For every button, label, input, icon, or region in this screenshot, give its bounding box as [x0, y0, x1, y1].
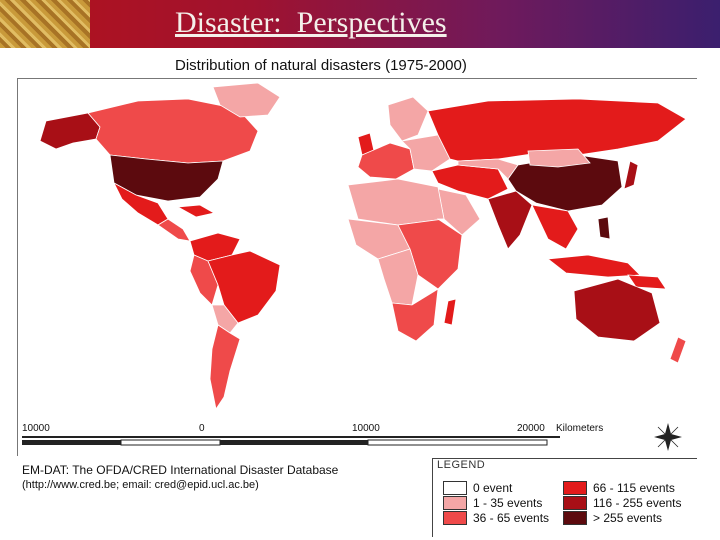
map-region-mongolia	[527, 148, 591, 168]
legend-item: > 255 events	[563, 511, 662, 525]
map-region-india	[487, 190, 533, 250]
map-title: Distribution of natural disasters (1975-…	[175, 57, 467, 74]
map-region-japan	[623, 160, 639, 190]
map-region-central-america	[157, 218, 191, 242]
scale-label-left: 10000	[22, 423, 50, 434]
map-region-greenland	[212, 82, 281, 118]
legend-swatch	[563, 481, 587, 495]
legend-label: 36 - 65 events	[473, 511, 550, 525]
source-credit: EM-DAT: The OFDA/CRED International Disa…	[22, 463, 339, 477]
legend-item: 66 - 115 events	[563, 481, 675, 495]
legend-title: LEGEND	[437, 459, 486, 471]
map-region-southern-africa	[391, 288, 439, 342]
legend-label: 1 - 35 events	[473, 496, 543, 510]
legend-label: 66 - 115 events	[593, 481, 675, 495]
map-region-argentina-chile	[209, 324, 241, 411]
scale-unit-label: Kilometers	[556, 423, 604, 434]
map-region-indonesia	[546, 254, 641, 278]
map-region-philippines	[597, 216, 611, 240]
legend-item: 36 - 65 events	[443, 511, 549, 525]
legend-item: 0 event	[443, 481, 512, 495]
map-region-new-zealand	[669, 336, 687, 364]
map-region-china	[507, 154, 623, 212]
map-region-australia	[573, 278, 661, 342]
scale-label-zero: 0	[199, 423, 205, 434]
slide-title: Disaster: Perspectives	[175, 6, 447, 39]
map-region-southeast-asia	[531, 204, 579, 250]
legend-swatch	[563, 496, 587, 510]
map-region-brazil	[207, 250, 281, 324]
scale-label-mid: 10000	[352, 423, 380, 434]
map-region-russia	[427, 98, 687, 162]
legend-item: 1 - 35 events	[443, 496, 542, 510]
map-region-alaska	[39, 112, 101, 150]
legend-swatch	[443, 496, 467, 510]
map-legend: LEGEND 0 event 1 - 35 events 36 - 65 eve…	[432, 458, 697, 537]
map-region-madagascar	[443, 298, 457, 326]
map-region-central-africa	[377, 248, 419, 306]
title-bar: Disaster: Perspectives	[0, 0, 720, 48]
map-region-western-europe	[357, 142, 415, 180]
legend-label: > 255 events	[593, 511, 663, 525]
legend-label: 0 event	[473, 481, 513, 495]
grain-texture-icon	[0, 0, 90, 48]
map-region-papua	[627, 274, 667, 290]
legend-swatch	[563, 511, 587, 525]
legend-label: 116 - 255 events	[593, 496, 682, 510]
map-region-north-africa	[347, 178, 445, 226]
legend-item: 116 - 255 events	[563, 496, 682, 510]
map-region-caribbean	[176, 204, 216, 218]
world-map	[17, 78, 697, 456]
legend-swatch	[443, 511, 467, 525]
world-map-svg	[39, 82, 687, 411]
source-contact: (http://www.cred.be; email: cred@epid.uc…	[22, 479, 259, 491]
map-region-scandinavia	[387, 96, 429, 142]
map-region-bolivia-paraguay	[211, 304, 239, 334]
scale-label-right: 20000	[517, 423, 545, 434]
legend-swatch	[443, 481, 467, 495]
